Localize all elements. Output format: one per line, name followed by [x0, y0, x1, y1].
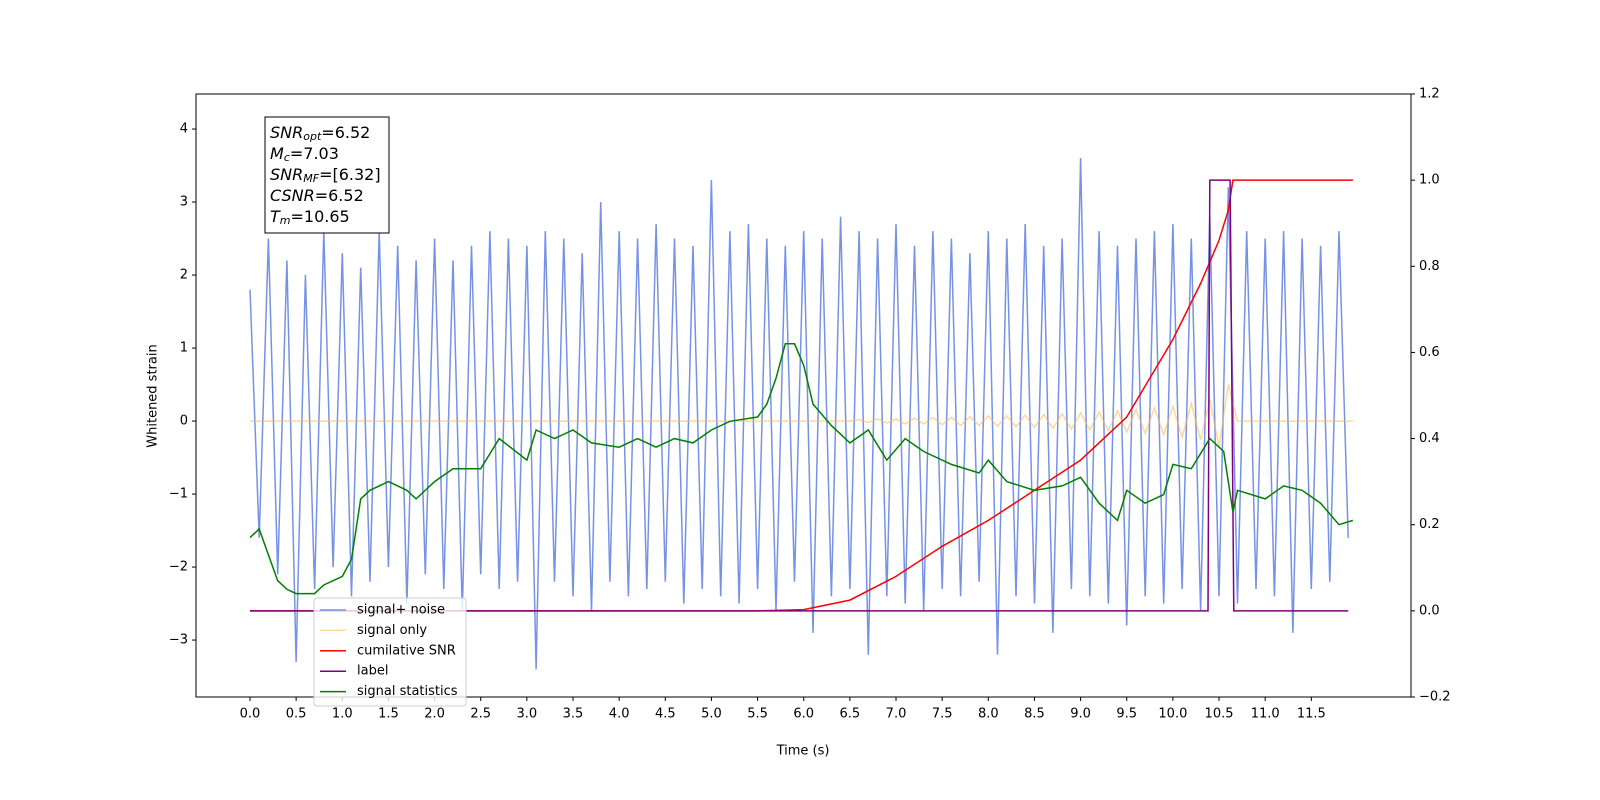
x-tick-label: 11.0: [1251, 707, 1280, 722]
y2-tick-label: 1.0: [1419, 173, 1440, 188]
x-tick-label: 0.0: [240, 707, 261, 722]
y2-tick-label: 0.8: [1419, 259, 1440, 274]
annotation-main: SNR: [270, 165, 303, 184]
annotation-main: SNR: [270, 123, 303, 142]
legend-label: signal statistics: [357, 684, 458, 699]
x-tick-label: 11.5: [1297, 707, 1326, 722]
annotation-main: M: [270, 144, 284, 163]
y2-tick-label: 0.4: [1419, 431, 1440, 446]
series-line: [249, 343, 1354, 595]
annotation-box: [264, 116, 390, 234]
plot-frame: [195, 93, 1412, 698]
annotation-rest: =7.03: [290, 144, 339, 163]
series-line: [250, 384, 1353, 448]
x-tick-label: 6.0: [793, 707, 814, 722]
legend-label: label: [357, 664, 388, 679]
series-line: [250, 179, 1353, 612]
x-tick-label: 10.5: [1205, 707, 1234, 722]
y-tick-label: 0: [180, 414, 188, 429]
x-tick-label: 9.5: [1116, 707, 1137, 722]
x-tick-label: 0.5: [286, 707, 307, 722]
x-tick-label: 8.5: [1024, 707, 1045, 722]
legend-box: [313, 597, 467, 707]
annotation-rest: =[6.32]: [319, 165, 381, 184]
y2-tick-label: −0.2: [1419, 690, 1451, 705]
x-axis-label: Time (s): [776, 744, 830, 759]
series-line: [250, 179, 1349, 612]
annotation-line: Mc=7.03: [270, 144, 339, 165]
y2-tick-label: 0.2: [1419, 517, 1440, 532]
annotation-line: SNRMF=[6.32]: [270, 165, 381, 186]
legend-label: signal+ noise: [357, 603, 445, 618]
y2-tick-label: 0.6: [1419, 345, 1440, 360]
annotation-line: CSNR=6.52: [270, 186, 364, 205]
x-tick-label: 9.0: [1070, 707, 1091, 722]
annotation-rest: =6.52: [321, 123, 370, 142]
x-tick-label: 6.5: [840, 707, 861, 722]
series-line: [249, 158, 1349, 670]
annotation-sub: m: [280, 214, 291, 227]
x-tick-label: 7.5: [932, 707, 953, 722]
y-tick-label: 4: [180, 122, 188, 137]
x-tick-label: 7.0: [886, 707, 907, 722]
annotation-sub: MF: [303, 172, 319, 185]
y-tick-label: 2: [180, 268, 188, 283]
annotation-rest: =6.52: [315, 186, 364, 205]
y-tick-label: 1: [180, 341, 188, 356]
legend-label: cumilative SNR: [357, 643, 456, 658]
x-tick-label: 1.0: [332, 707, 353, 722]
annotation-sub: opt: [303, 130, 322, 143]
y2-tick-label: 0.0: [1419, 603, 1440, 618]
legend-label: signal only: [357, 623, 427, 638]
x-tick-label: 2.5: [470, 707, 491, 722]
x-tick-label: 4.0: [609, 707, 630, 722]
annotation-line: SNRopt=6.52: [270, 123, 370, 144]
x-tick-label: 3.0: [517, 707, 538, 722]
x-tick-label: 8.0: [978, 707, 999, 722]
x-tick-label: 5.0: [701, 707, 722, 722]
y-tick-label: −2: [169, 560, 188, 575]
y-tick-label: −3: [169, 633, 188, 648]
x-tick-label: 4.5: [655, 707, 676, 722]
annotation-sub: c: [284, 151, 290, 164]
annotation-main: CSNR: [270, 186, 315, 205]
y-tick-label: 3: [180, 195, 188, 210]
y2-tick-label: 1.2: [1419, 87, 1440, 102]
x-tick-label: 5.5: [747, 707, 768, 722]
x-tick-label: 2.0: [424, 707, 445, 722]
y-axis-label: Whitened strain: [146, 344, 161, 447]
annotation-line: Tm=10.65: [270, 207, 350, 228]
x-tick-label: 3.5: [563, 707, 584, 722]
annotation-rest: =10.65: [291, 207, 350, 226]
y-tick-label: −1: [169, 487, 188, 502]
x-tick-label: 10.0: [1158, 707, 1187, 722]
x-tick-label: 1.5: [378, 707, 399, 722]
annotation-main: T: [270, 207, 281, 226]
